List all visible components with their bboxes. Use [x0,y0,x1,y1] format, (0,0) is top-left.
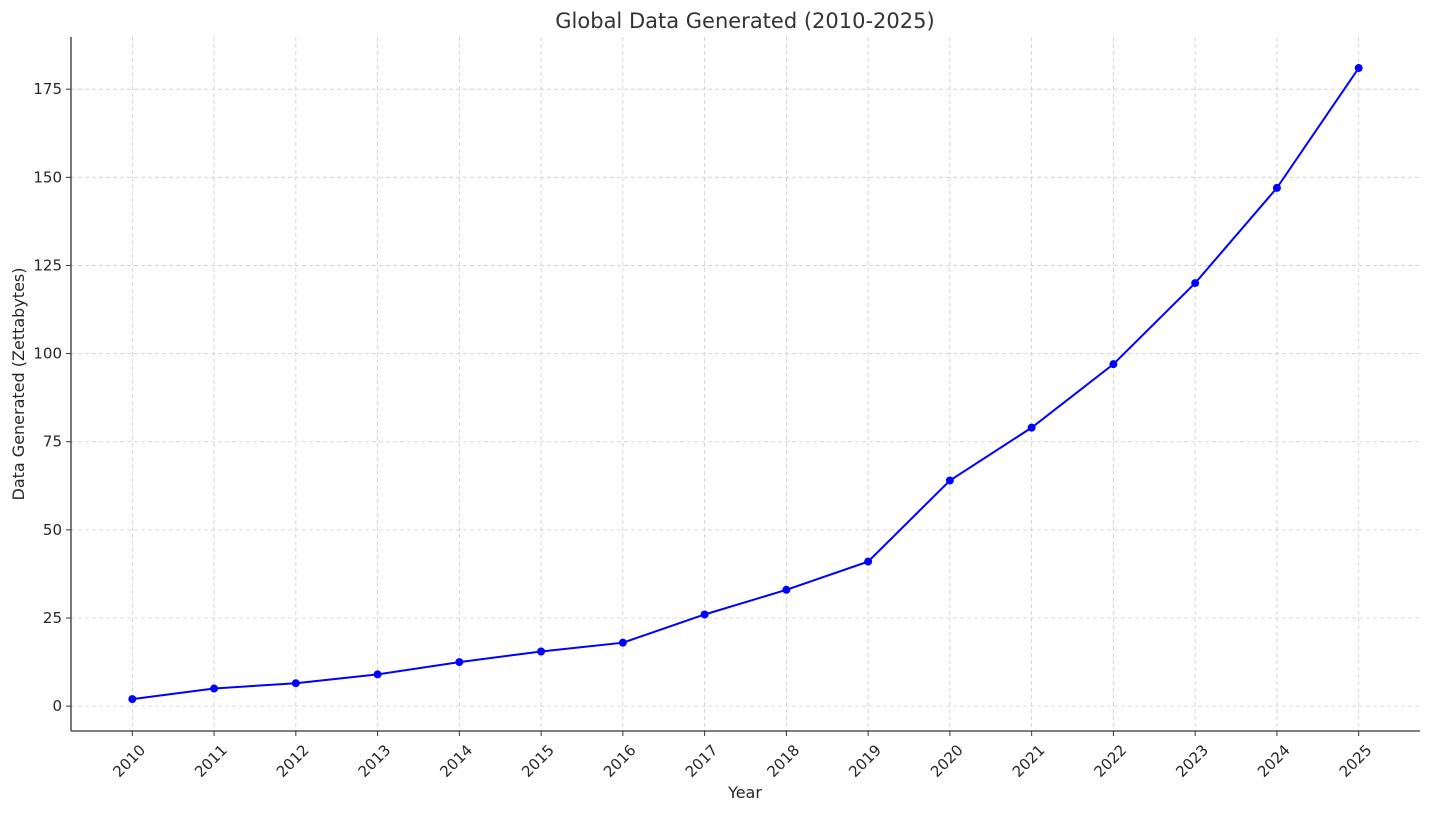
data-point-2023 [1191,279,1200,288]
data-point-2022 [1109,360,1118,369]
x-tick-label: 2019 [845,741,885,781]
y-tick-label: 175 [33,80,62,98]
data-point-2015 [537,647,546,656]
x-tick-label: 2010 [109,741,149,781]
series-group [128,64,1363,704]
data-point-2010 [128,695,137,704]
data-point-2021 [1027,423,1036,432]
series-line [132,67,1360,701]
x-tick-label: 2013 [355,741,395,781]
data-point-2011 [210,684,219,693]
data-point-2024 [1272,183,1281,192]
chart-title: Global Data Generated (2010-2025) [555,9,934,33]
y-tick-label: 100 [33,345,62,363]
data-point-2017 [700,610,709,619]
x-tick-label: 2016 [600,741,640,781]
x-tick-label: 2017 [682,741,722,781]
y-tick-label: 150 [33,168,62,186]
y-tick-label: 25 [43,609,62,627]
x-tick-label: 2022 [1090,741,1130,781]
y-axis-label: Data Generated (Zettabytes) [9,268,28,501]
y-tick-label: 125 [33,256,62,274]
data-point-2019 [864,557,873,566]
data-point-2013 [373,670,382,679]
data-point-2018 [782,585,791,594]
y-tick-label: 0 [52,697,62,715]
y-tick-label: 75 [43,433,62,451]
data-point-2016 [618,638,627,647]
data-point-2025 [1354,64,1363,73]
x-tick-label: 2025 [1336,741,1376,781]
x-tick-label: 2011 [191,741,231,781]
x-tick-label: 2024 [1254,741,1294,781]
x-tick-label: 2021 [1009,741,1049,781]
x-tick-label: 2014 [436,741,476,781]
data-point-2014 [455,658,464,667]
x-tick-label: 2012 [273,741,313,781]
axes: 0 25 50 75 100 125 150 175 2010 2011 2012 2013 2014 2… [33,37,1420,781]
x-tick-label: 2020 [927,741,967,781]
y-tick-label: 50 [43,521,62,539]
x-tick-label: 2015 [518,741,558,781]
grid [71,37,1420,731]
data-point-2020 [945,476,954,485]
data-point-2012 [291,679,300,688]
x-tick-label: 2023 [1172,741,1212,781]
x-axis-label: Year [727,783,762,802]
x-tick-label: 2018 [763,741,803,781]
